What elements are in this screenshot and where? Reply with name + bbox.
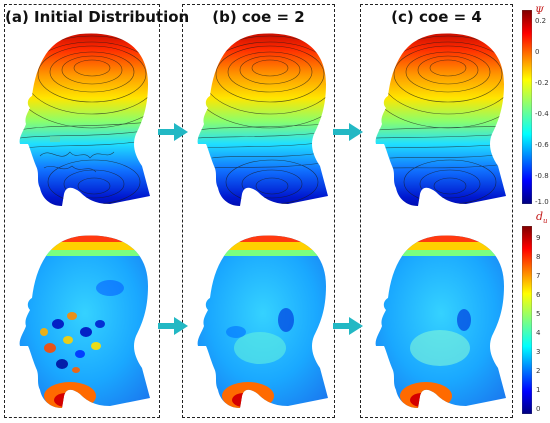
colorbar-bottom-tick: 6 [536,291,541,299]
colorbar-bottom-tick: 4 [536,329,541,337]
panel-a: (a) Initial Distribution [4,4,190,418]
head-du-coe4 [375,235,506,408]
colorbar-bottom-tick: 5 [536,310,541,318]
colorbar-top-tick: -0.2 [535,79,549,87]
colorbar-bottom-tick: 1 [536,386,541,394]
panel-b: (b) coe = 2 [182,4,335,418]
panel-title-a: (a) Initial Distribution [5,8,190,26]
colorbar-bottom-tick: 0 [536,405,541,413]
colorbar-top-tick: -0.8 [535,172,549,180]
panel-title-c: (c) coe = 4 [391,8,482,26]
panel-title-b: (b) coe = 2 [212,8,305,26]
colorbar-bottom-tick: 2 [536,367,541,375]
colorbar-top-tick: -1.0 [535,198,549,206]
head-du-coe2 [197,235,328,408]
head-psi-coe4 [375,33,506,206]
colorbar-top-symbol: Ψ [535,6,544,17]
arrow-top-a-to-b [158,123,188,141]
head-psi-coe2 [197,33,328,206]
colorbar-bottom [522,226,532,414]
colorbar-bottom-symbol: du [536,210,548,226]
arrow-top-b-to-c [333,123,363,141]
colorbar-bottom-tick: 9 [536,234,541,242]
colorbar-top-tick: 0.2 [535,17,547,25]
head-psi-initial [19,33,150,206]
panel-c: (c) coe = 4 [360,4,513,418]
colorbar-bottom-tick: 7 [536,272,541,280]
arrow-bottom-b-to-c [333,317,363,335]
colorbar-top-tick: -0.6 [535,141,549,149]
colorbar-top [522,10,532,204]
arrow-bottom-a-to-b [158,317,188,335]
colorbar-top-tick: 0 [535,48,540,56]
colorbar-bottom-tick: 8 [536,253,541,261]
colorbar-top-tick: -0.4 [535,110,549,118]
head-du-initial [19,235,150,408]
colorbar-bottom-tick: 3 [536,348,541,356]
